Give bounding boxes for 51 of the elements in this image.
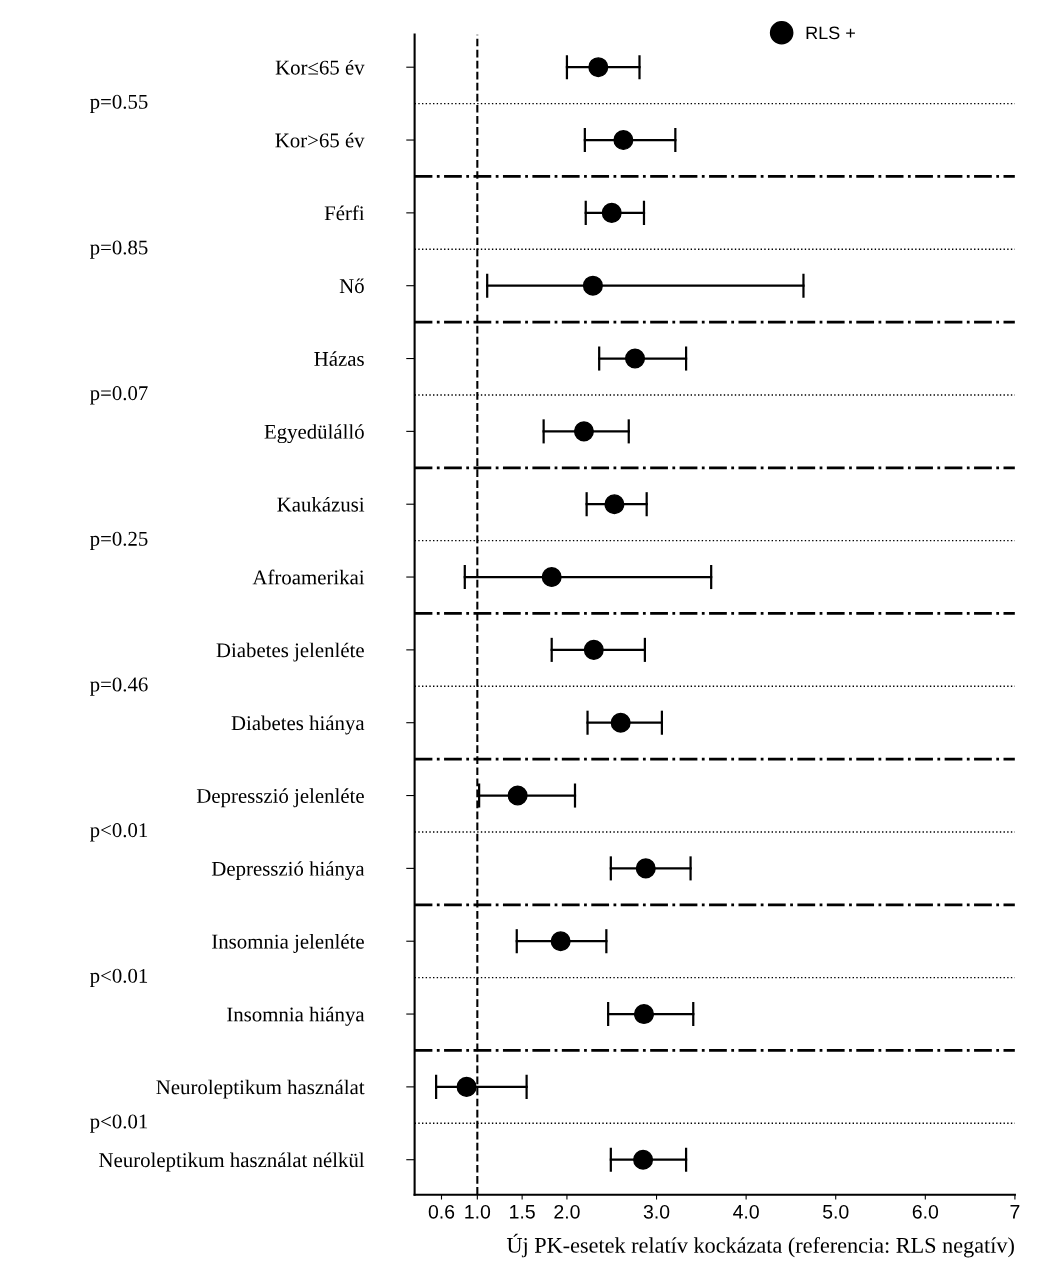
point — [610, 712, 631, 733]
y-tick-label: Depresszió hiánya — [211, 861, 365, 881]
text: p=0.46 — [90, 677, 148, 696]
point — [601, 202, 622, 223]
text: p<0.01 — [90, 823, 148, 842]
text: p=0.25 — [90, 531, 148, 551]
y-tick-label: Nő — [339, 278, 364, 294]
x-tick-label: 6.0 — [912, 1204, 939, 1219]
x-tick-label: 0.6 — [428, 1204, 455, 1219]
x-tick-label: 3.0 — [643, 1204, 670, 1219]
text: p=0.07 — [90, 386, 148, 405]
point — [633, 1004, 654, 1025]
x-tick-label: 4.0 — [733, 1204, 759, 1219]
y-tick-label: Insomnia hiánya — [227, 1006, 365, 1026]
y-tick-label: Diabetes jelenléte — [216, 642, 364, 662]
x-tick-label: 5.0 — [822, 1204, 849, 1219]
y-tick-label: Depresszió jelenléte — [196, 788, 364, 808]
y-tick-label: Férfi — [324, 205, 365, 221]
y-tick-label: Kor>65 év — [275, 132, 365, 148]
text: p<0.01 — [90, 1114, 148, 1133]
text: p<0.01 — [90, 968, 148, 988]
point — [541, 567, 562, 588]
text: p=0.55 — [90, 94, 148, 114]
y-tick-label: Házas — [314, 351, 364, 366]
x-tick-label: 1.5 — [510, 1205, 535, 1219]
point — [613, 130, 634, 151]
point — [588, 57, 609, 78]
point — [604, 494, 625, 515]
point — [625, 348, 646, 369]
y-tick-label: Neuroleptikum használat — [156, 1079, 365, 1099]
x-axis-title: Új PK-esetek relatív kockázata (referencia: RLS negatív) — [506, 1233, 1014, 1258]
y-tick-label: Kaukázusi — [277, 496, 365, 512]
point — [582, 275, 603, 296]
y-tick-label: Egyedülálló — [264, 424, 364, 444]
point — [635, 858, 656, 879]
x-tick-label: 1.0 — [465, 1204, 491, 1219]
point — [456, 1076, 477, 1097]
x-tick-label: 7 — [1010, 1205, 1020, 1219]
x-tick-label: 2.0 — [554, 1204, 580, 1219]
point — [507, 785, 528, 806]
y-tick-label: Neuroleptikum használat nélkül — [99, 1152, 365, 1172]
y-tick-label: Kor≤65 év — [275, 59, 365, 75]
point — [573, 421, 594, 442]
point — [583, 639, 604, 660]
legend-label: RLS + — [806, 26, 855, 40]
point — [550, 931, 571, 952]
point — [633, 1149, 654, 1170]
text: p=0.85 — [90, 240, 148, 259]
y-tick-label: Afroamerikai — [252, 569, 365, 585]
y-tick-label: Insomnia jelenléte — [212, 933, 364, 953]
y-tick-label: Diabetes hiánya — [231, 715, 365, 735]
